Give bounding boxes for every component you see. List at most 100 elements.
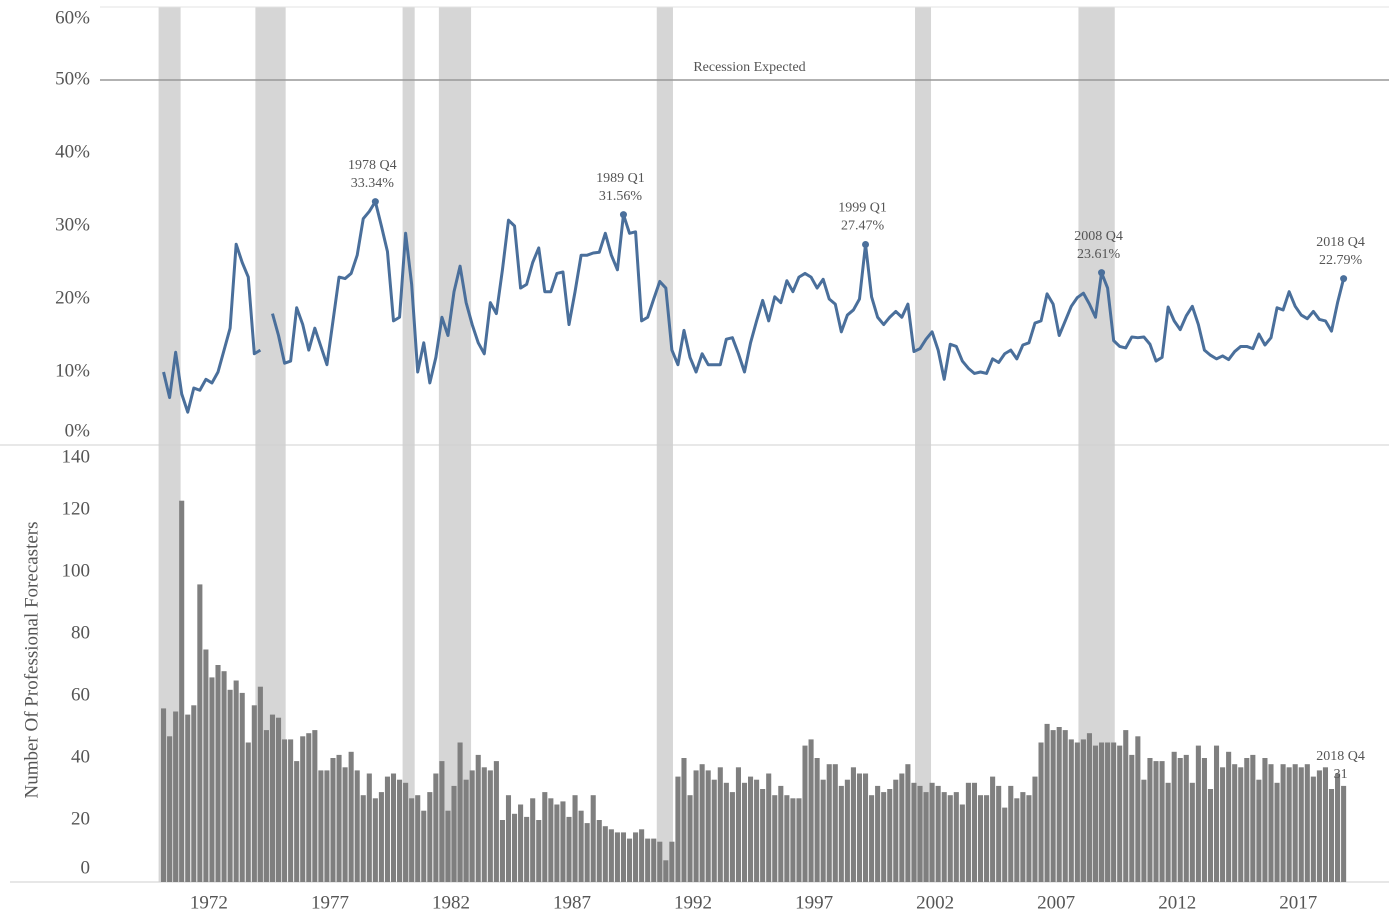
bar (245, 742, 251, 882)
bar (463, 779, 469, 882)
bar (832, 764, 838, 882)
bar (1177, 758, 1183, 882)
bar (1032, 776, 1038, 882)
bar (1026, 795, 1032, 882)
x-tick-label: 1982 (432, 892, 470, 913)
bar (705, 770, 711, 882)
bar (1322, 767, 1328, 882)
y-tick-label: 140 (62, 446, 91, 467)
bar (754, 779, 760, 882)
annotation-value: 23.61% (1077, 247, 1121, 262)
bar (941, 792, 947, 882)
y-tick-label: 0 (81, 857, 91, 878)
x-tick-label: 2017 (1279, 892, 1317, 913)
bar (844, 779, 850, 882)
bar (1086, 733, 1092, 882)
bar (1201, 758, 1207, 882)
bar (197, 584, 203, 882)
bar (1014, 798, 1020, 882)
bar (451, 785, 457, 882)
bar (1105, 742, 1111, 882)
bar (1189, 782, 1195, 882)
y-axis-title: Number Of Professional Forecasters (21, 521, 42, 798)
bar (935, 785, 941, 882)
y-tick-label: 40% (55, 141, 90, 162)
y-tick-label: 0% (65, 420, 91, 441)
bar (1080, 739, 1086, 882)
bar (1341, 785, 1347, 882)
bar (221, 671, 227, 882)
bar (820, 779, 826, 882)
annotation-point (619, 211, 627, 219)
bar (626, 838, 633, 882)
annotation-value: 33.34% (351, 176, 395, 191)
bar (862, 773, 869, 882)
y-tick-label: 100 (62, 560, 91, 581)
y-tick-label: 40 (71, 746, 90, 767)
x-tick-label: 1992 (674, 892, 712, 913)
x-tick-label: 1997 (795, 892, 833, 913)
bar (917, 785, 923, 882)
bar (1195, 745, 1201, 882)
annotation-value: 22.79% (1319, 253, 1363, 268)
bar (372, 798, 378, 882)
bar (687, 795, 693, 882)
bar (645, 838, 651, 882)
bar (294, 761, 300, 882)
bar (923, 792, 929, 882)
bar (620, 832, 627, 882)
bar (996, 785, 1002, 882)
bar (1008, 785, 1014, 882)
annotation-point (371, 198, 379, 206)
y-tick-label: 60 (71, 684, 90, 705)
bar (929, 782, 935, 882)
bar (179, 500, 185, 882)
bar (802, 745, 808, 882)
bar (741, 782, 748, 882)
bar (167, 736, 173, 882)
bar (760, 789, 766, 882)
bar (1111, 742, 1117, 882)
bar (990, 776, 996, 882)
bar (1020, 792, 1026, 882)
bar (887, 789, 893, 882)
bar (1099, 742, 1105, 882)
bar (717, 767, 723, 882)
bar (869, 795, 875, 882)
bar (390, 773, 397, 882)
bar (808, 739, 814, 882)
bar (1316, 770, 1322, 882)
bar (421, 810, 427, 882)
bar (269, 714, 276, 882)
annotation-value: 27.47% (841, 219, 885, 234)
bar (511, 813, 518, 882)
bar (614, 832, 620, 882)
y-tick-label: 30% (55, 214, 90, 235)
bar (475, 754, 481, 882)
y-tick-label: 60% (55, 7, 90, 28)
bar (215, 665, 221, 882)
bar (173, 711, 179, 882)
bar (1256, 779, 1262, 882)
bar (608, 829, 614, 882)
annotation-label: 1999 Q1 (838, 201, 887, 216)
bar (1062, 730, 1068, 882)
bar (348, 751, 354, 882)
bar (433, 773, 439, 882)
bar (1165, 782, 1171, 882)
bar (288, 739, 294, 882)
bar (1135, 736, 1141, 882)
y-tick-label: 20 (71, 808, 90, 829)
bar (427, 792, 433, 882)
bar (584, 823, 590, 882)
x-tick-label: 1977 (311, 892, 349, 913)
bar (947, 795, 953, 882)
bar (1220, 767, 1226, 882)
bar (590, 795, 596, 882)
bar (282, 739, 288, 882)
bar (536, 820, 542, 882)
bar (1141, 779, 1147, 882)
bar (663, 860, 669, 882)
bar (1335, 773, 1341, 882)
bar (560, 801, 566, 882)
